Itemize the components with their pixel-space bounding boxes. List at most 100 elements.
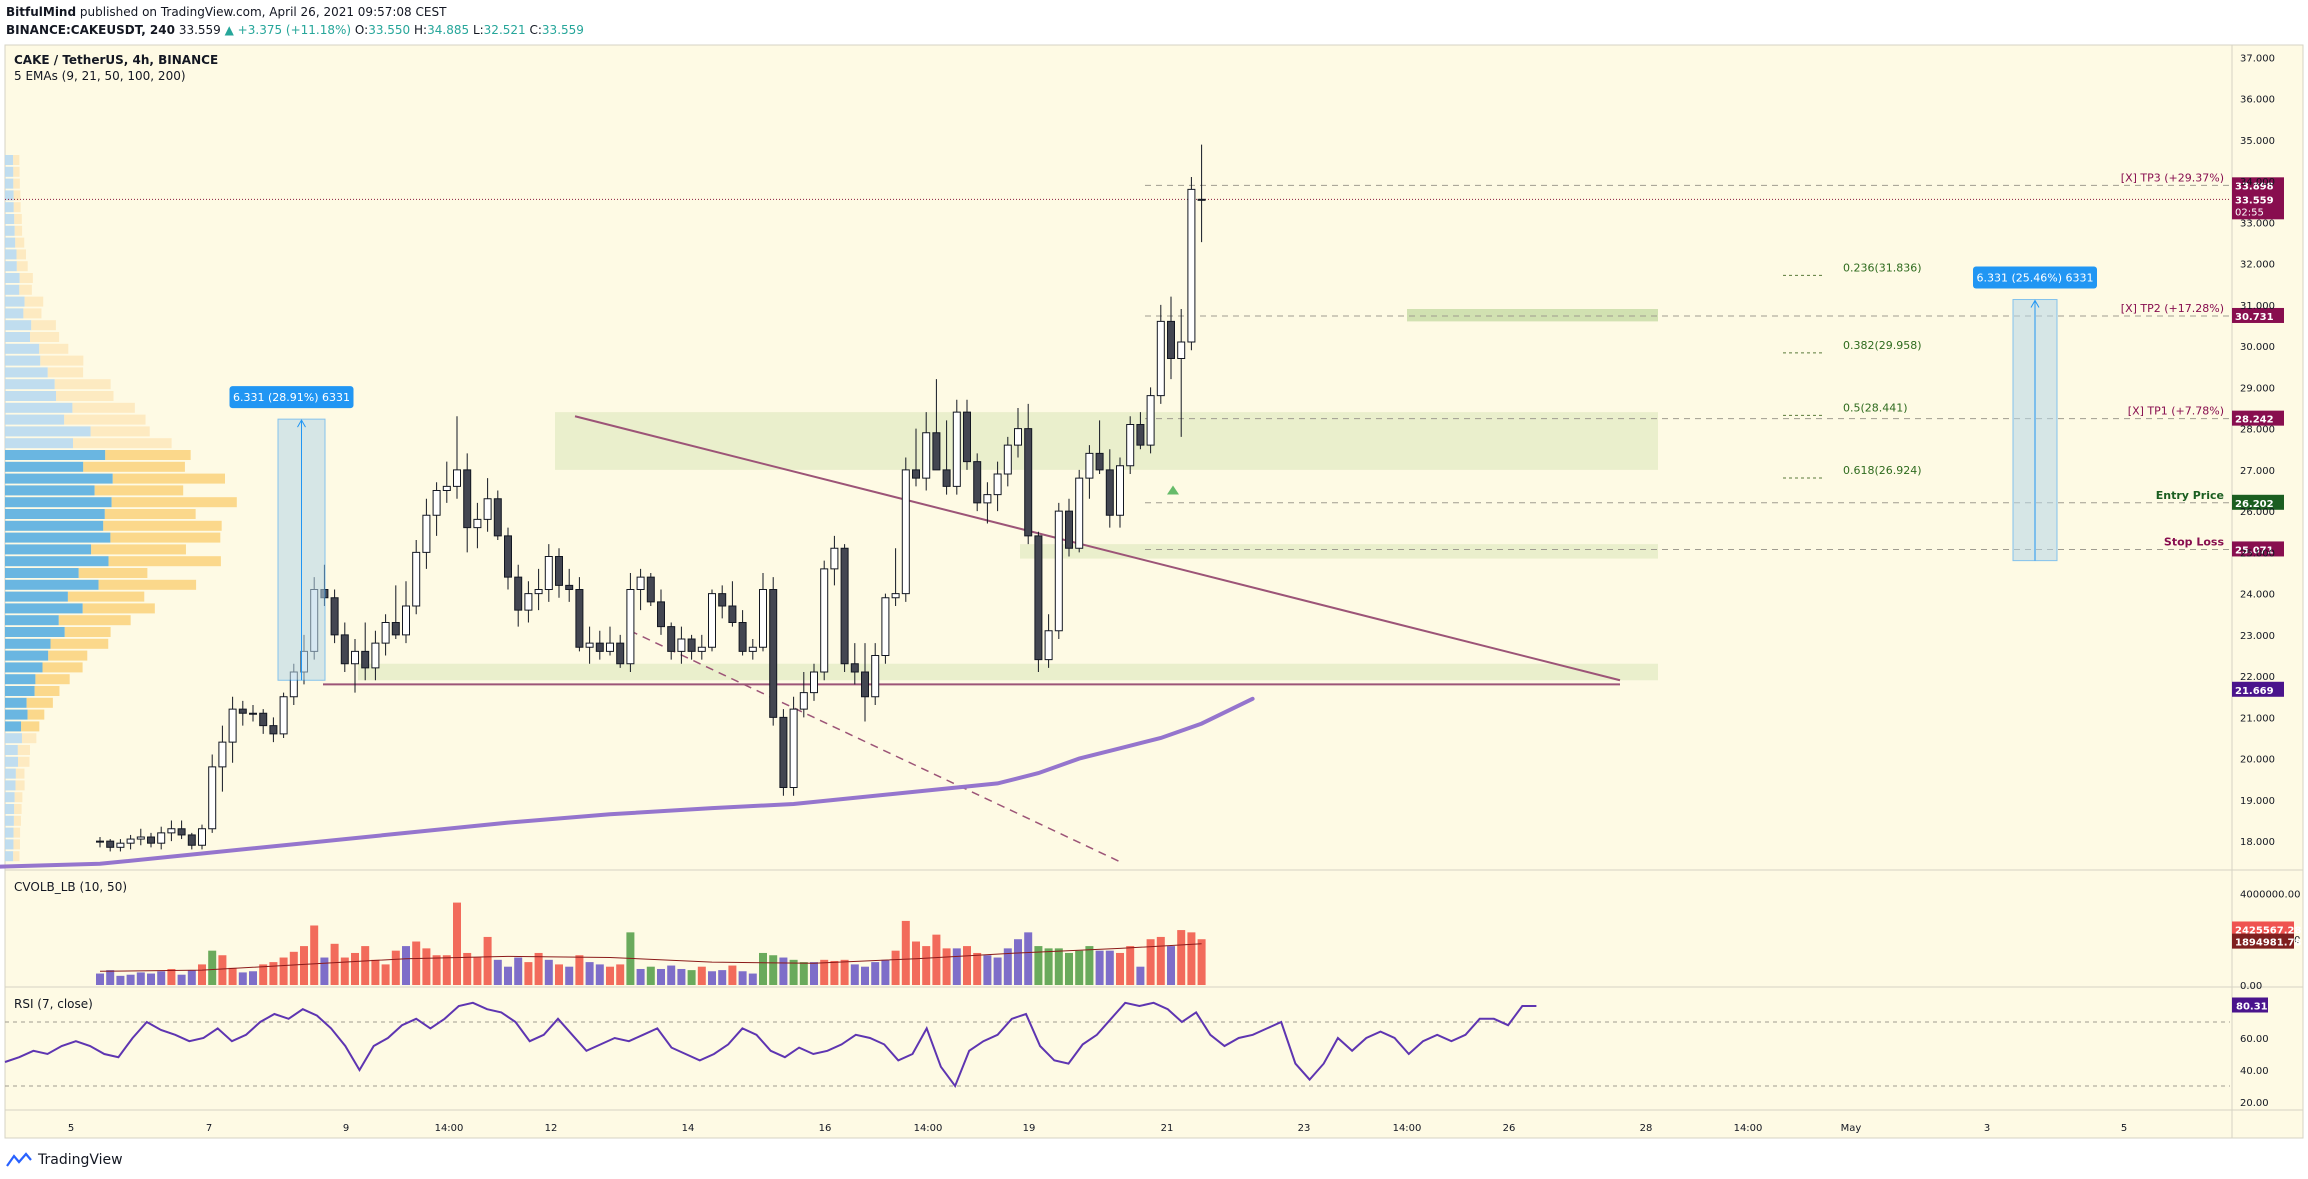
- price-level-tag: [2232, 541, 2284, 557]
- volume-bar: [453, 902, 461, 985]
- publisher-name[interactable]: BitfulMind: [6, 5, 77, 19]
- time-axis-tick: 3: [1984, 1123, 1990, 1134]
- rsi-value-tag-text: 80.31: [2236, 1002, 2268, 1013]
- volume-profile-bar: [26, 697, 53, 708]
- volume-profile-bar: [5, 461, 84, 472]
- candle-body: [208, 766, 217, 830]
- time-axis-tick: 21: [1161, 1123, 1174, 1134]
- volume-bar: [616, 964, 625, 985]
- candle-body: [157, 832, 166, 844]
- volume-bar: [912, 941, 920, 985]
- candle-body: [136, 836, 145, 840]
- volume-bar: [697, 966, 706, 985]
- last-price-tag-text: 33.559: [2235, 195, 2274, 206]
- ema-tag-text: 21.669: [2235, 686, 2274, 697]
- price-level-tag-text: 28.242: [2235, 415, 2274, 426]
- volume-bar: [748, 973, 757, 985]
- footer-brand[interactable]: TradingView: [6, 1152, 123, 1168]
- measure-label: 6.331 (28.91%) 6331: [233, 391, 350, 404]
- volume-bar: [136, 972, 145, 985]
- candle-body: [932, 432, 941, 471]
- volume-bar: [565, 966, 574, 985]
- candle-body: [1075, 477, 1084, 549]
- close-label: C:: [529, 23, 542, 37]
- volume-profile-bar: [5, 839, 14, 850]
- candle-body: [993, 473, 1002, 496]
- volume-bar: [198, 964, 206, 985]
- volume-profile-bar: [40, 355, 84, 366]
- volume-value-tag-text: 2425567.28: [2235, 925, 2301, 936]
- fib-level-label: 0.618(26.924): [1843, 464, 1922, 477]
- candle-body: [789, 708, 798, 788]
- volume-profile-bar: [5, 166, 14, 177]
- candle-body: [279, 696, 288, 735]
- rsi-axis-tick: 20.00: [2240, 1098, 2269, 1109]
- volume-bar: [922, 946, 931, 985]
- candle-body: [748, 646, 757, 652]
- ema-tag: [2232, 681, 2284, 697]
- candle-body: [1095, 452, 1104, 471]
- price-level-tag-text: 26.202: [2235, 499, 2274, 510]
- volume-profile-bar: [50, 638, 109, 649]
- volume-profile-bar: [5, 697, 27, 708]
- candle-body: [606, 642, 614, 652]
- volume-profile-bar: [5, 721, 22, 732]
- volume-profile-bar: [5, 662, 43, 673]
- buy-signal-icon: [1167, 485, 1179, 495]
- resistance-trendline: [574, 415, 1621, 682]
- price-level-label: Entry Price: [2156, 489, 2224, 502]
- candle-body: [116, 842, 125, 848]
- chart-canvas[interactable]: [X] TP3 (+29.37%) [X] TP2 (+17.28%) [X] TP…: [0, 40, 2308, 1150]
- candle-body: [759, 589, 767, 648]
- volume-bar: [442, 955, 451, 985]
- support-resistance-zone: [1407, 309, 1658, 322]
- volume-profile-bar: [73, 438, 172, 449]
- volume-profile-bar: [19, 273, 33, 283]
- price-axis-tick: 20.000: [2240, 755, 2275, 766]
- volume-profile-bar: [5, 391, 57, 401]
- volume-profile-bar: [5, 544, 92, 555]
- volume-bar: [963, 946, 971, 985]
- volume-profile-bar: [111, 497, 237, 508]
- volume-profile-bar: [5, 780, 16, 791]
- time-axis-tick: 14: [682, 1123, 695, 1134]
- volume-bar: [657, 968, 665, 985]
- price-level-label: [X] TP1 (+7.78%): [2128, 405, 2224, 418]
- volume-profile-bar: [5, 473, 113, 484]
- last-price: 33.559: [178, 23, 221, 37]
- candle-body: [106, 840, 115, 848]
- price-axis-tick: 23.000: [2240, 631, 2275, 642]
- volume-bar: [891, 950, 900, 985]
- measure-arrow-head-icon: [2030, 299, 2040, 308]
- volume-profile-bar: [14, 214, 22, 224]
- candle-body: [616, 642, 625, 665]
- price-axis-tick: 33.000: [2240, 218, 2275, 229]
- rsi-line: [4, 1001, 1537, 1089]
- volume-profile-bar: [17, 745, 31, 755]
- volume-profile-bar: [5, 556, 109, 567]
- price-level-tag: [2232, 177, 2284, 193]
- volume-profile-bar: [5, 343, 40, 354]
- channel-trendline: [629, 630, 1121, 863]
- price-level-tag-text: 33.898: [2235, 181, 2274, 192]
- candle-body: [952, 411, 961, 487]
- volume-profile-bar: [13, 827, 21, 838]
- volume-profile-bar: [64, 414, 146, 425]
- volume-bar: [861, 966, 869, 985]
- candle-body: [555, 556, 563, 586]
- candle-body: [861, 671, 869, 698]
- volume-bar: [1065, 952, 1073, 985]
- volume-profile-bar: [104, 509, 196, 519]
- low-label: L:: [472, 23, 484, 37]
- volume-bar: [718, 970, 727, 985]
- volume-profile-bar: [5, 509, 105, 519]
- candle-body: [963, 411, 971, 463]
- volume-profile-bar: [42, 662, 83, 673]
- volume-profile-bar: [13, 190, 21, 201]
- candle-body: [361, 650, 370, 669]
- volume-bar: [1146, 939, 1155, 985]
- support-resistance-zone: [555, 412, 1658, 470]
- volume-bar: [1014, 939, 1022, 985]
- ema-200-line: [0, 696, 1255, 869]
- open-label: O:: [354, 23, 369, 37]
